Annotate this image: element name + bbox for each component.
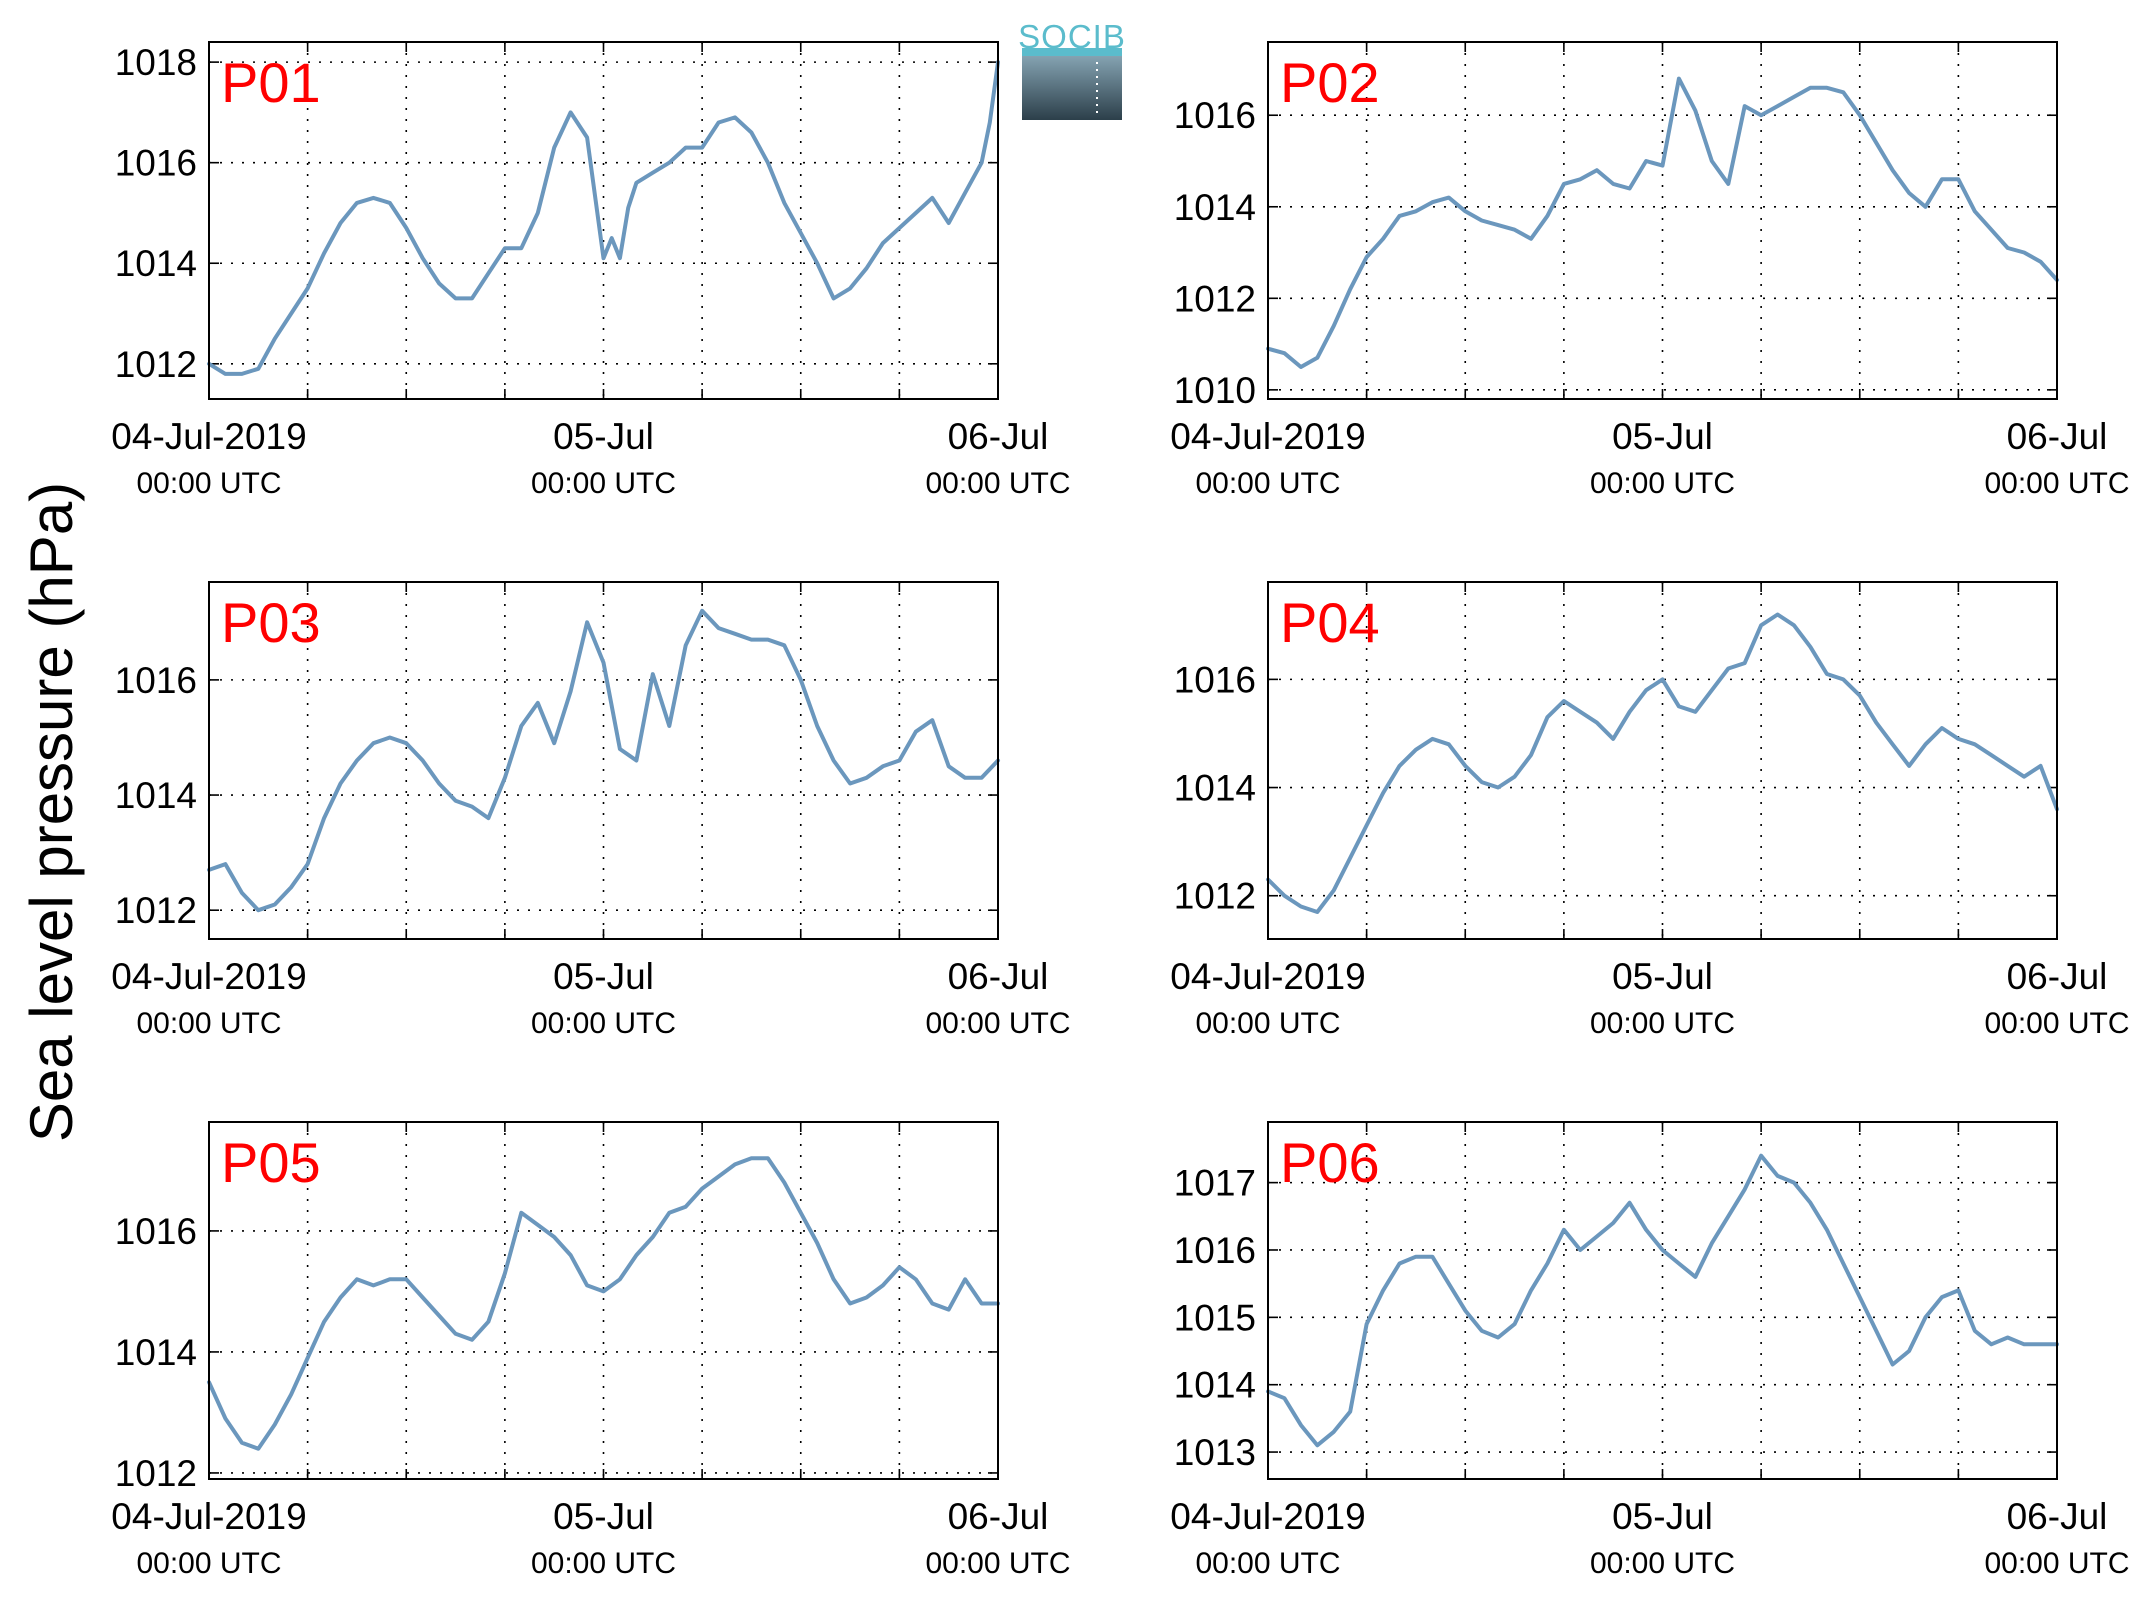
x-tick-sublabel: 00:00 UTC (1590, 1007, 1735, 1040)
axes-frame (1267, 581, 2058, 940)
x-tick-label: 04-Jul-2019 (111, 956, 306, 997)
x-tick-sublabel: 00:00 UTC (925, 1007, 1070, 1040)
x-tick-sublabel: 00:00 UTC (1195, 1007, 1340, 1040)
y-tick-label: 1016 (1174, 1230, 1256, 1271)
y-tick-label: 1016 (1174, 95, 1256, 136)
axes-frame (1267, 41, 2058, 400)
x-tick-label: 05-Jul (1612, 1496, 1713, 1537)
plot-area (209, 582, 998, 939)
plot-area (1268, 582, 2057, 939)
y-tick-label: 1012 (115, 890, 197, 931)
y-tick-label: 1012 (1174, 876, 1256, 917)
panel-p04: 1012 1014 1016 P04 04-Jul-2019 00:00 UTC 05-Ju… (1170, 581, 2130, 1040)
x-tick-sublabel: 00:00 UTC (1590, 467, 1735, 500)
y-tick-label: 1012 (1174, 278, 1256, 319)
panel-title: P04 (1280, 591, 1380, 654)
y-tick-label: 1016 (115, 660, 197, 701)
x-tick-label: 04-Jul-2019 (111, 1496, 306, 1537)
series-line (1266, 612, 2059, 914)
logo-text: SOCIB (1018, 18, 1126, 55)
y-tick-label: 1018 (115, 42, 197, 83)
x-tick-label: 04-Jul-2019 (1170, 416, 1365, 457)
panel-title: P03 (221, 591, 321, 654)
y-tick-label: 1014 (1174, 187, 1256, 228)
series-line (207, 60, 1000, 376)
y-tick-label: 1014 (115, 1332, 197, 1373)
x-tick-label: 06-Jul (2007, 416, 2108, 457)
x-tick-sublabel: 00:00 UTC (531, 1007, 676, 1040)
x-tick-sublabel: 00:00 UTC (1984, 1007, 2129, 1040)
x-tick-label: 05-Jul (553, 1496, 654, 1537)
x-tick-label: 06-Jul (2007, 1496, 2108, 1537)
x-tick-label: 04-Jul-2019 (111, 416, 306, 457)
x-tick-label: 06-Jul (2007, 956, 2108, 997)
y-tick-label: 1012 (115, 344, 197, 385)
panel-p01: 1012 1014 1016 1018 P01 04-Jul-2019 00:00 UTC 0… (111, 41, 1071, 500)
panel-p05: 1012 1014 1016 P05 04-Jul-2019 00:00 UTC 05-Ju… (111, 1121, 1071, 1580)
series-line (1266, 76, 2059, 369)
x-tick-sublabel: 00:00 UTC (531, 467, 676, 500)
logo-block (1022, 52, 1122, 120)
x-tick-sublabel: 00:00 UTC (1195, 467, 1340, 500)
logo-wave (1022, 48, 1122, 56)
panel-p02: 1010 1012 1014 1016 P02 04-Jul-2019 00:00 UTC 0… (1170, 41, 2130, 500)
x-tick-sublabel: 00:00 UTC (136, 1007, 281, 1040)
axes-frame (1267, 1121, 2058, 1480)
y-tick-label: 1015 (1174, 1297, 1256, 1338)
plot-area (209, 42, 998, 399)
x-tick-sublabel: 00:00 UTC (1195, 1547, 1340, 1580)
x-tick-sublabel: 00:00 UTC (136, 1547, 281, 1580)
x-tick-sublabel: 00:00 UTC (1590, 1547, 1735, 1580)
axes-frame (208, 581, 999, 940)
y-axis-label: Sea level pressure (hPa) (18, 482, 85, 1142)
y-tick-label: 1012 (115, 1453, 197, 1494)
series-line (207, 1156, 1000, 1451)
panels: 1012 1014 1016 1018 P01 04-Jul-2019 00:00 UTC 0… (111, 41, 2130, 1580)
panel-title: P05 (221, 1131, 321, 1194)
panel-p06: 1013 1014 1015 1016 1017 P06 04-Jul-2019 00:00 … (1170, 1121, 2130, 1580)
x-tick-label: 04-Jul-2019 (1170, 1496, 1365, 1537)
axes-frame (208, 1121, 999, 1480)
panel-title: P02 (1280, 51, 1380, 114)
x-tick-label: 06-Jul (948, 1496, 1049, 1537)
panel-title: P01 (221, 51, 321, 114)
y-tick-label: 1014 (115, 775, 197, 816)
x-tick-sublabel: 00:00 UTC (925, 1547, 1070, 1580)
panel-title: P06 (1280, 1131, 1380, 1194)
y-tick-label: 1016 (1174, 659, 1256, 700)
x-tick-sublabel: 00:00 UTC (925, 467, 1070, 500)
plot-area (1268, 42, 2057, 399)
x-tick-sublabel: 00:00 UTC (136, 467, 281, 500)
x-tick-label: 04-Jul-2019 (1170, 956, 1365, 997)
y-tick-label: 1017 (1174, 1163, 1256, 1204)
y-tick-label: 1014 (1174, 768, 1256, 809)
x-tick-label: 06-Jul (948, 956, 1049, 997)
y-tick-label: 1013 (1174, 1432, 1256, 1473)
plot-area (209, 1122, 998, 1479)
y-tick-label: 1016 (115, 143, 197, 184)
series-line (207, 608, 1000, 913)
y-tick-label: 1014 (1174, 1365, 1256, 1406)
x-tick-sublabel: 00:00 UTC (1984, 467, 2129, 500)
x-tick-label: 05-Jul (1612, 956, 1713, 997)
x-tick-sublabel: 00:00 UTC (531, 1547, 676, 1580)
x-tick-sublabel: 00:00 UTC (1984, 1547, 2129, 1580)
x-tick-label: 05-Jul (553, 956, 654, 997)
socib-logo: SOCIB (1018, 18, 1126, 120)
y-tick-label: 1016 (115, 1211, 197, 1252)
x-tick-label: 05-Jul (1612, 416, 1713, 457)
y-tick-label: 1010 (1174, 370, 1256, 411)
axes-frame (208, 41, 999, 400)
x-tick-label: 06-Jul (948, 416, 1049, 457)
panel-p03: 1012 1014 1016 P03 04-Jul-2019 00:00 UTC 05-Ju… (111, 581, 1071, 1040)
series-line (1266, 1153, 2059, 1448)
x-tick-label: 05-Jul (553, 416, 654, 457)
y-tick-label: 1014 (115, 243, 197, 284)
